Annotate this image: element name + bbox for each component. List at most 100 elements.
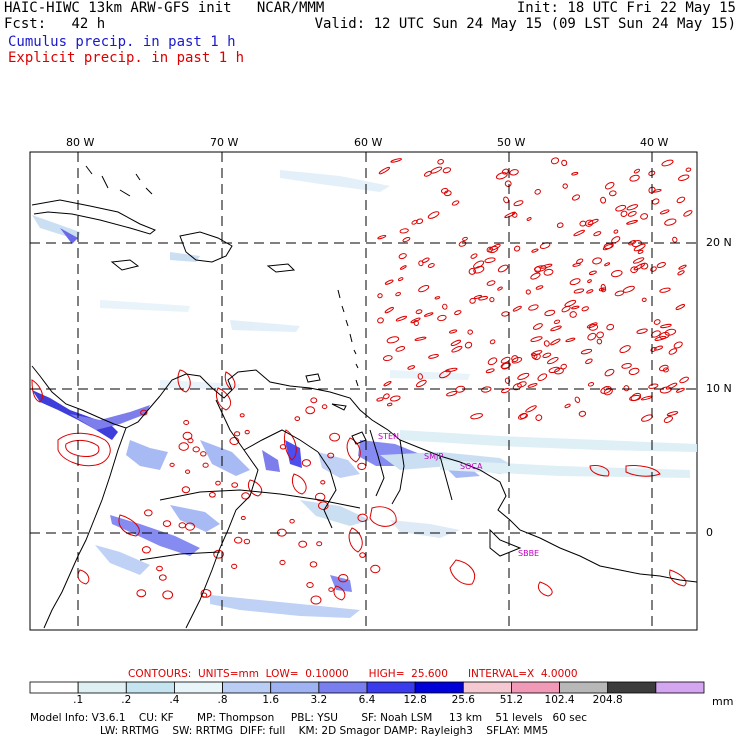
precip-cell — [576, 258, 584, 264]
precip-cell — [470, 413, 483, 420]
precip-cell — [651, 198, 660, 205]
precip-cell — [399, 228, 409, 234]
precip-cell — [596, 331, 604, 339]
precip-cell — [504, 211, 516, 219]
precip-cell — [579, 220, 587, 227]
precip-cell — [485, 368, 495, 374]
precip-cell — [185, 469, 191, 474]
precip-cell — [209, 492, 216, 498]
precip-cell — [489, 297, 495, 303]
precip-cell — [586, 289, 594, 294]
forecast-label-text: Fcst: — [4, 16, 47, 32]
precip-cell — [564, 299, 577, 307]
colorbar-units: mm — [712, 695, 734, 708]
precip-cell — [653, 345, 664, 351]
precip-cell — [484, 257, 496, 264]
precip-cell — [136, 589, 147, 598]
precip-cell — [377, 234, 387, 240]
precip-cell — [517, 381, 527, 388]
precip-cell — [469, 297, 476, 304]
colorbar-label: 12.8 — [403, 694, 427, 706]
precip-cell — [550, 325, 562, 332]
precip-cell — [672, 236, 678, 243]
precip-cell — [486, 246, 494, 253]
colorbar-label: .4 — [169, 694, 180, 706]
precip-cell — [415, 309, 423, 315]
field-label-explicit: Explicit precip. in past 1 h — [8, 50, 245, 66]
precip-cell — [621, 363, 632, 369]
precip-cell — [442, 303, 448, 310]
precip-cell — [182, 431, 193, 440]
precip-cell — [526, 217, 532, 221]
colorbar-cell — [414, 681, 464, 694]
precip-cell — [486, 280, 496, 286]
precip-cell — [561, 159, 568, 167]
station-smjp: SMJP — [424, 452, 444, 461]
precip-cell — [532, 323, 543, 330]
precip-cell — [530, 336, 543, 342]
precip-cell — [294, 416, 301, 422]
precip-cell — [357, 513, 368, 522]
precip-cell — [676, 196, 686, 204]
precip-cell — [377, 317, 384, 324]
forecast-label: Fcst: 42 h — [4, 16, 105, 32]
precip-cell — [495, 172, 508, 180]
precip-cell — [141, 546, 151, 554]
precip-cell — [470, 253, 478, 259]
precip-cell — [183, 420, 190, 425]
precip-cell — [169, 462, 175, 467]
precip-cell — [648, 186, 656, 194]
precip-cell — [542, 352, 552, 358]
model-info-line2: LW: RRTMG SW: RRTMG DIFF: full KM: 2D Sm… — [100, 725, 549, 737]
precip-cell — [630, 392, 641, 401]
precip-cell — [455, 385, 466, 393]
precip-cell — [540, 263, 553, 269]
precip-cell — [178, 522, 187, 529]
precip-cell — [156, 565, 163, 572]
precip-cell — [666, 411, 679, 417]
precip-cell — [497, 286, 503, 291]
precip-cell — [500, 356, 511, 364]
precip-cell — [678, 264, 687, 270]
precip-cell — [659, 209, 670, 215]
precip-cell — [504, 377, 511, 384]
precip-cell — [513, 200, 524, 207]
precip-cell — [531, 248, 539, 253]
precip-cell — [443, 190, 452, 197]
precip-cell — [548, 366, 561, 374]
colorbar-label: .8 — [217, 694, 228, 706]
precip-cell — [423, 312, 434, 317]
precip-cell — [231, 563, 238, 570]
precip-cell — [574, 396, 581, 403]
precip-cell — [378, 166, 391, 175]
precip-cell — [565, 337, 576, 343]
precip-cell — [390, 158, 403, 163]
colorbar-label: 102.4 — [544, 694, 575, 706]
precip-cell — [561, 305, 571, 313]
colorbar-cell — [559, 681, 609, 694]
precip-cell — [316, 541, 323, 547]
precip-cell — [489, 339, 496, 345]
precip-cell — [181, 486, 191, 494]
precip-cell — [434, 296, 441, 300]
precip-cell — [240, 515, 246, 521]
precip-cell — [593, 231, 602, 237]
precip-cell — [613, 229, 619, 234]
precip-cell — [569, 311, 577, 318]
precip-cell — [427, 211, 440, 219]
precip-cell — [402, 237, 411, 243]
precip-cell — [437, 159, 444, 165]
precip-cell — [600, 287, 607, 293]
precip-cell — [650, 347, 657, 352]
precip-cell — [200, 451, 207, 457]
precip-cell — [239, 413, 245, 418]
precip-cell — [298, 540, 308, 548]
precip-cell — [611, 269, 623, 278]
precip-cell — [306, 582, 314, 588]
precip-cell — [571, 305, 580, 310]
valid-time: Valid: 12 UTC Sun 24 May 15 (09 LST Sun … — [314, 16, 736, 32]
precip-cell — [481, 386, 492, 393]
precip-cell — [382, 355, 393, 362]
precip-cell — [478, 295, 489, 301]
precip-cell — [513, 245, 521, 252]
